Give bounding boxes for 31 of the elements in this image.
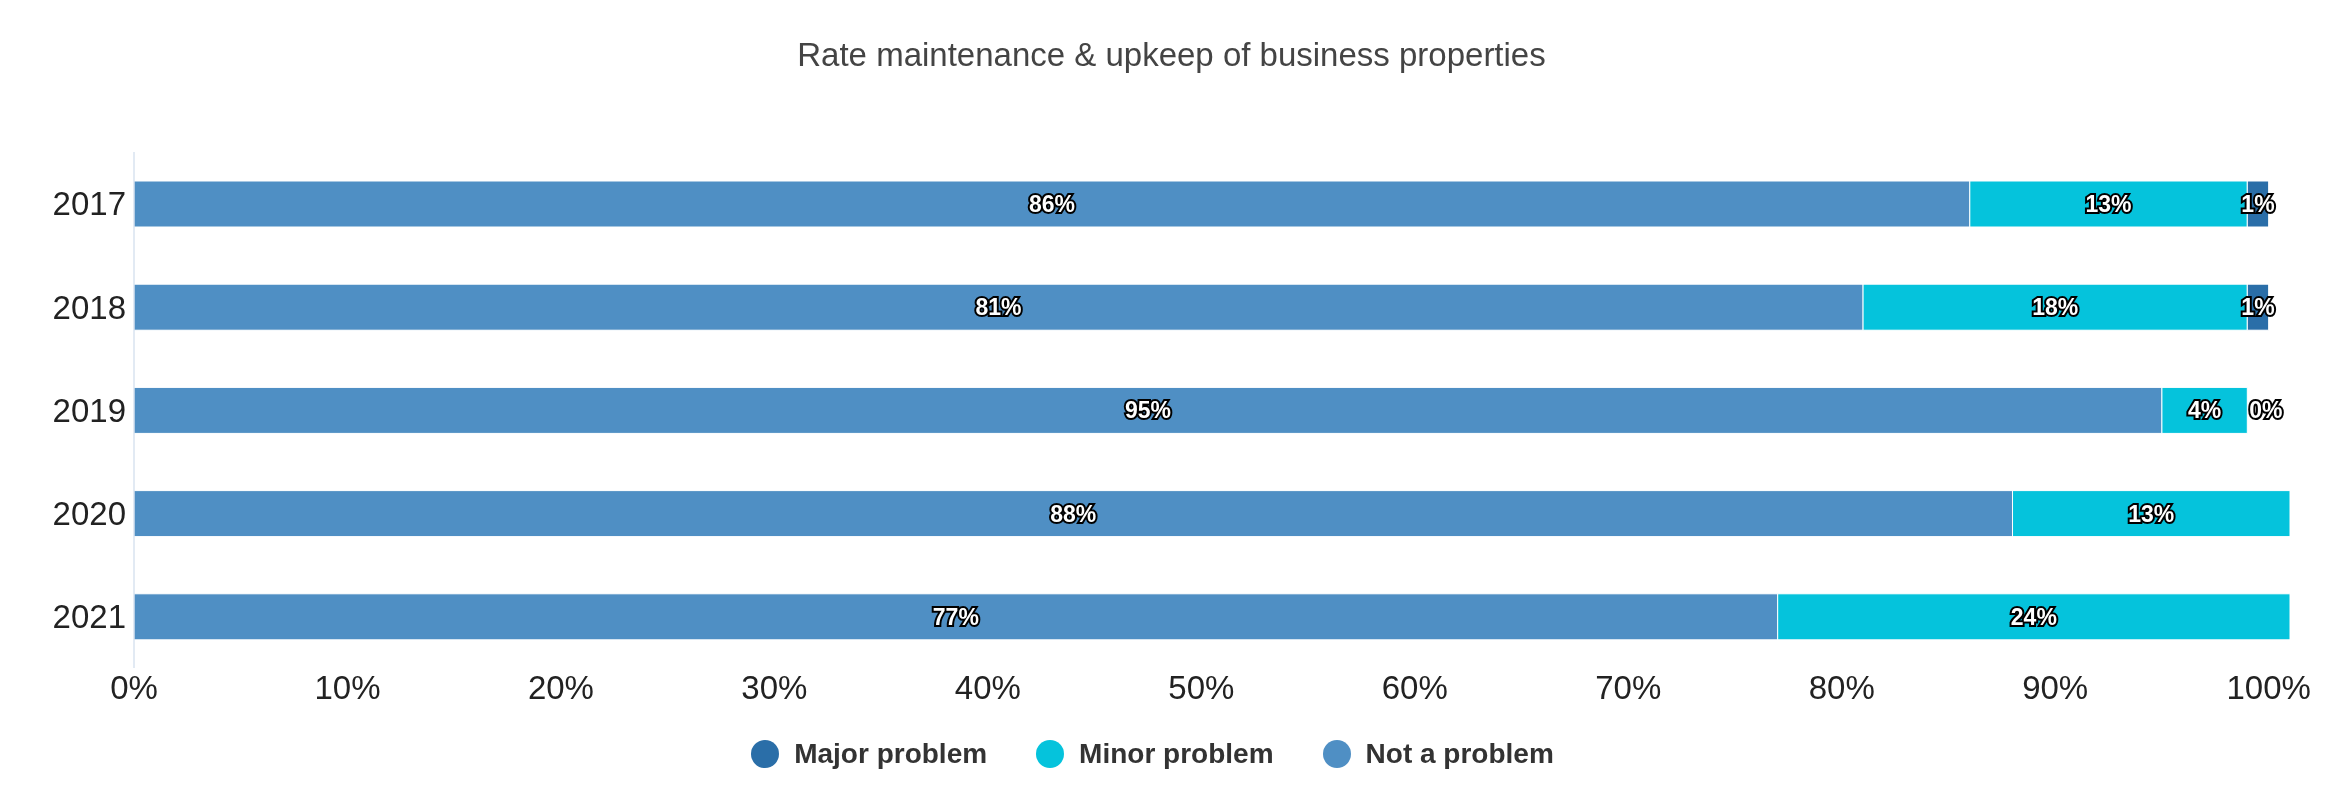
y-tick-label: 2021 (52, 598, 126, 636)
y-tick-label: 2018 (52, 288, 126, 326)
data-label: 18% (2032, 294, 2079, 321)
x-tick-label: 10% (314, 669, 381, 707)
x-tick-label: 40% (954, 669, 1021, 707)
data-label: 88% (1050, 500, 1097, 527)
data-label: 4% (2187, 397, 2222, 424)
x-tick-label: 90% (2022, 669, 2089, 707)
x-tick-label: 0% (110, 669, 158, 707)
data-label: 95% (1124, 397, 1171, 424)
data-label: 13% (2085, 191, 2132, 217)
legend-label: Minor problem (1079, 738, 1274, 770)
legend-label: Major problem (794, 738, 988, 770)
data-label: 86% (1028, 191, 1075, 217)
x-tick-label: 50% (1168, 669, 1235, 707)
x-tick-label: 20% (527, 669, 594, 707)
legend-label: Not a problem (1365, 738, 1554, 770)
data-label: 81% (975, 294, 1022, 321)
x-tick-label: 30% (741, 669, 808, 707)
data-label: 13% (2128, 500, 2175, 527)
y-tick-label: 2019 (52, 391, 126, 429)
data-label: 0% (2249, 397, 2283, 424)
x-tick-label: 100% (2226, 669, 2311, 707)
y-tick-label: 2017 (52, 185, 126, 223)
x-tick-label: 70% (1595, 669, 1662, 707)
data-label: 77% (932, 603, 979, 630)
y-tick-label: 2020 (52, 494, 126, 532)
x-tick-label: 60% (1381, 669, 1448, 707)
chart-title: Rate maintenance & upkeep of business properties (796, 35, 1547, 75)
x-tick-label: 80% (1808, 669, 1875, 707)
data-label: 24% (2010, 603, 2057, 630)
